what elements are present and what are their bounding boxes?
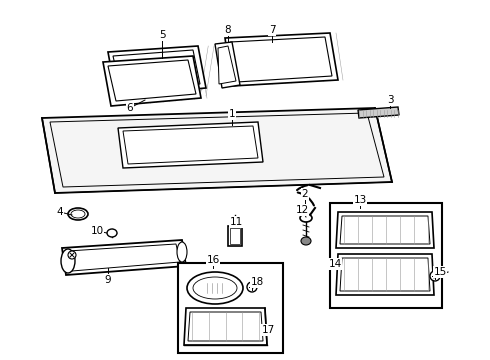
Text: 13: 13 (353, 195, 367, 205)
Polygon shape (50, 113, 384, 187)
Polygon shape (222, 46, 231, 62)
Polygon shape (123, 126, 258, 164)
Ellipse shape (247, 282, 257, 292)
Text: 1: 1 (229, 109, 235, 119)
Polygon shape (42, 108, 392, 193)
Polygon shape (113, 50, 200, 91)
Ellipse shape (177, 242, 187, 262)
Polygon shape (340, 216, 430, 244)
Polygon shape (62, 240, 186, 275)
Text: 12: 12 (295, 205, 309, 215)
Polygon shape (108, 60, 196, 101)
Text: 3: 3 (387, 95, 393, 105)
Polygon shape (218, 46, 236, 84)
Ellipse shape (430, 271, 440, 281)
Bar (330, 203, 442, 308)
Polygon shape (108, 46, 206, 96)
Ellipse shape (71, 210, 85, 218)
Text: 16: 16 (206, 255, 220, 265)
Polygon shape (358, 107, 399, 118)
Polygon shape (225, 33, 338, 86)
Bar (230, 228, 240, 244)
Text: 18: 18 (250, 277, 264, 287)
Polygon shape (230, 37, 332, 82)
Text: 15: 15 (433, 267, 446, 277)
Polygon shape (336, 254, 434, 295)
Polygon shape (188, 312, 263, 341)
Text: 8: 8 (225, 25, 231, 35)
Polygon shape (118, 122, 263, 168)
Polygon shape (103, 56, 201, 106)
Text: 2: 2 (302, 189, 308, 199)
Bar (228, 226, 242, 246)
Polygon shape (68, 244, 180, 271)
Polygon shape (336, 212, 434, 248)
Text: 6: 6 (127, 103, 133, 113)
Text: 7: 7 (269, 25, 275, 35)
Text: 9: 9 (105, 275, 111, 285)
Polygon shape (215, 42, 240, 88)
Polygon shape (340, 258, 430, 291)
Bar (178, 263, 283, 353)
Ellipse shape (300, 214, 312, 222)
Polygon shape (184, 308, 267, 345)
Text: 5: 5 (159, 30, 165, 40)
Ellipse shape (68, 251, 76, 259)
Ellipse shape (68, 208, 88, 220)
Ellipse shape (107, 229, 117, 237)
Text: 14: 14 (328, 259, 342, 269)
Text: 11: 11 (229, 217, 243, 227)
Text: 17: 17 (261, 325, 274, 335)
Ellipse shape (187, 272, 243, 304)
Ellipse shape (193, 277, 237, 299)
Text: 4: 4 (57, 207, 63, 217)
Ellipse shape (301, 237, 311, 245)
Ellipse shape (61, 249, 75, 273)
Text: 10: 10 (91, 226, 103, 236)
